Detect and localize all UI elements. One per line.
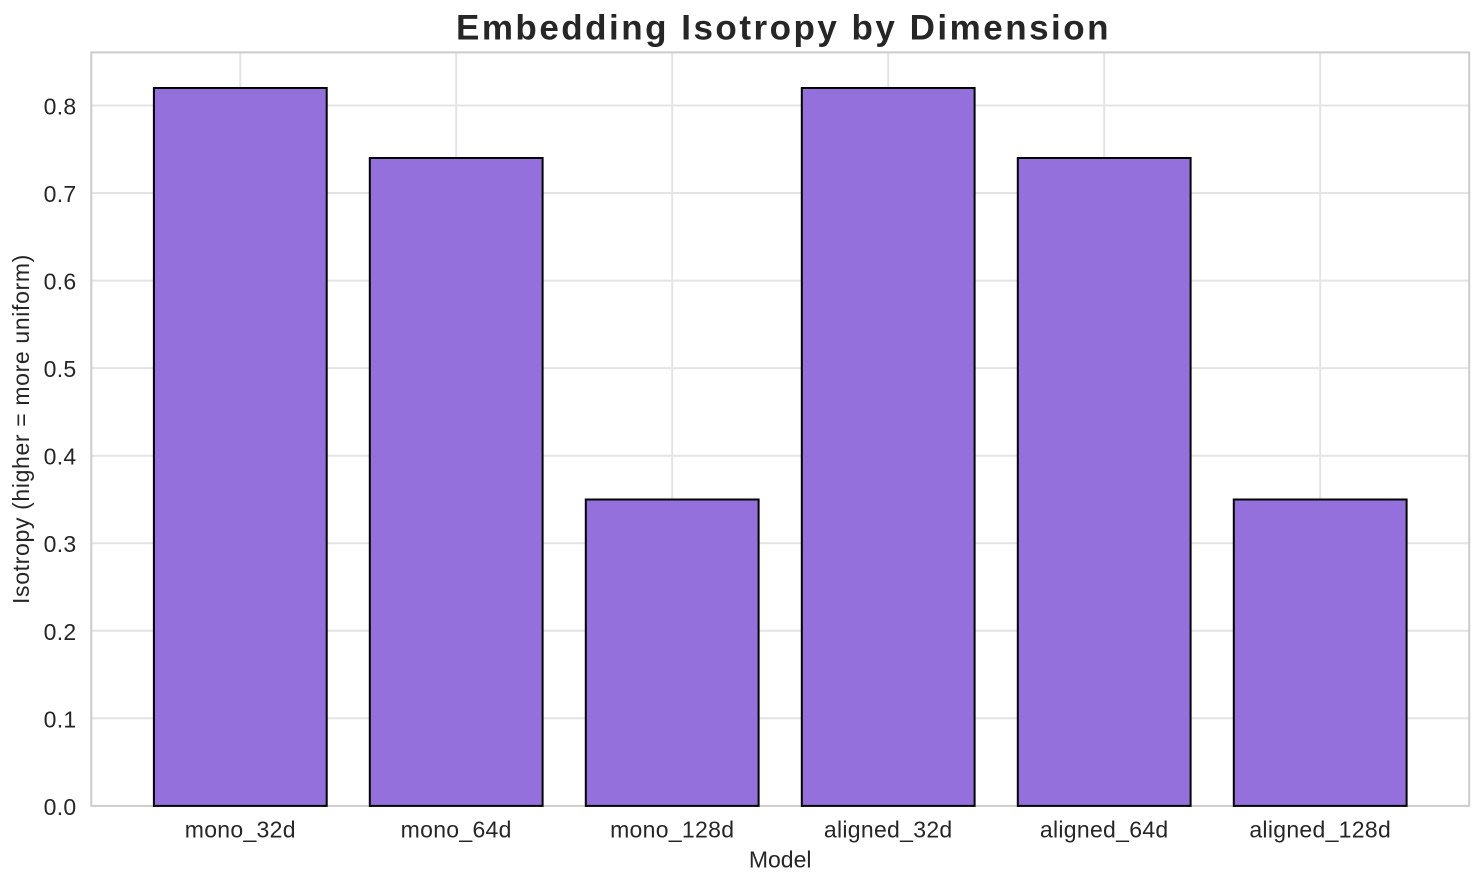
svg-text:aligned_32d: aligned_32d: [824, 817, 953, 843]
svg-text:mono_32d: mono_32d: [185, 817, 296, 843]
svg-text:0.1: 0.1: [44, 706, 77, 732]
svg-text:aligned_64d: aligned_64d: [1040, 817, 1169, 843]
svg-text:0.2: 0.2: [44, 619, 77, 645]
svg-text:0.0: 0.0: [44, 794, 77, 820]
svg-text:0.7: 0.7: [44, 181, 77, 207]
svg-text:0.5: 0.5: [44, 356, 77, 382]
svg-text:0.4: 0.4: [44, 444, 77, 470]
svg-text:0.6: 0.6: [44, 269, 77, 295]
svg-text:Model: Model: [749, 847, 812, 873]
svg-text:mono_64d: mono_64d: [401, 817, 512, 843]
svg-text:aligned_128d: aligned_128d: [1249, 817, 1391, 843]
svg-text:0.3: 0.3: [44, 531, 77, 557]
svg-text:Isotropy (higher = more unifor: Isotropy (higher = more uniform): [8, 254, 34, 604]
svg-text:Embedding Isotropy by Dimensio: Embedding Isotropy by Dimension: [456, 8, 1111, 47]
svg-text:0.8: 0.8: [44, 94, 77, 120]
svg-text:mono_128d: mono_128d: [610, 817, 734, 843]
